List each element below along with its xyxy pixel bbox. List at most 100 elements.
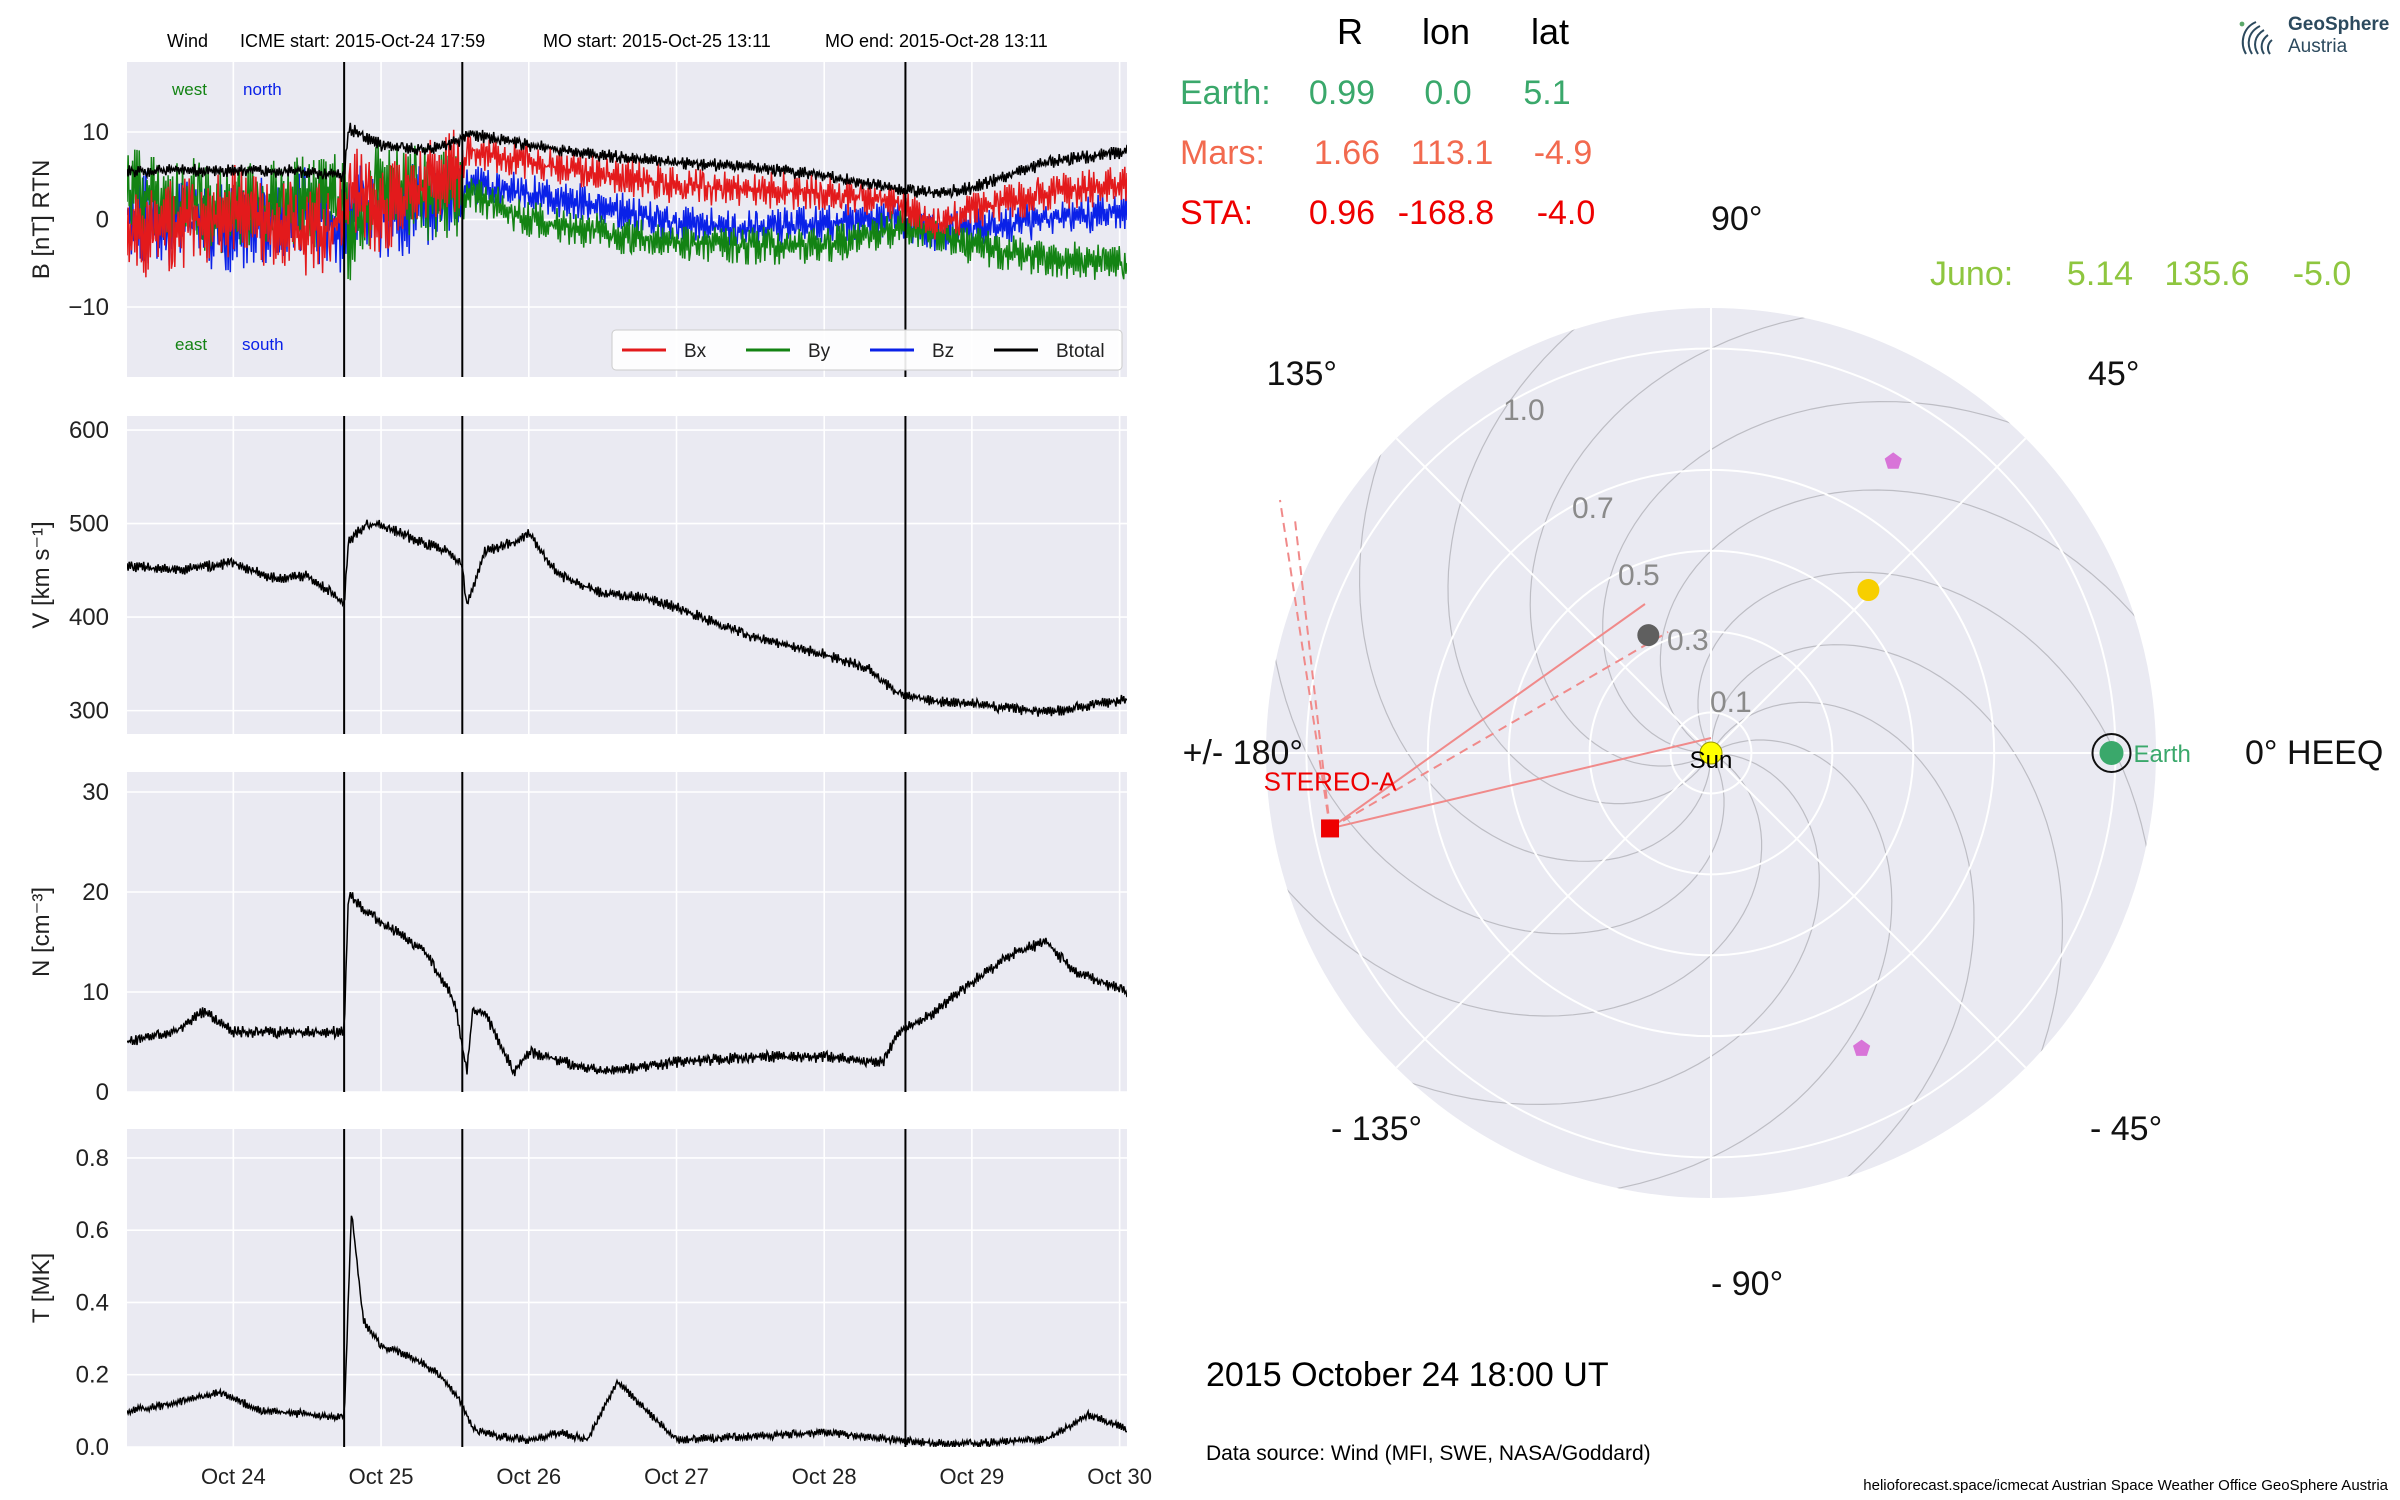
- parker-spiral-line: [1710, 644, 2064, 1104]
- geosphere-logo: [2236, 14, 2386, 62]
- y-axis-label: B [nT] RTN: [28, 160, 55, 280]
- y-tick-label: 10: [82, 119, 109, 146]
- row-lon: 113.1: [1411, 134, 1494, 172]
- logo-line-1: GeoSphere: [2288, 14, 2390, 35]
- y-tick-label: 10: [82, 979, 109, 1006]
- series-line-n: [127, 891, 1127, 1077]
- logo-line-2: Austria: [2288, 36, 2348, 57]
- legend-label: Btotal: [1056, 341, 1105, 362]
- planet-marker: [1637, 624, 1660, 647]
- temperature-panel: 0.0 0.2 0.4 0.6 0.8 T [MK] Oct 24 Oct 25 Oct 26 O…: [28, 1129, 1152, 1489]
- x-tick-label: Oct 24: [201, 1464, 266, 1489]
- parker-spiral-line: [1561, 739, 1893, 1197]
- parker-spiral-line: [1266, 752, 1763, 1017]
- angle-label: +/- 180°: [1183, 734, 1303, 772]
- row-name: Juno:: [1930, 255, 2013, 293]
- corner-label-east: east: [175, 335, 207, 354]
- row-lon: 135.6: [2164, 255, 2249, 293]
- row-lon: 0.0: [1424, 74, 1471, 112]
- y-tick-label: 20: [82, 879, 109, 906]
- series-line-bx: [127, 129, 1127, 278]
- stereo-a-marker: [1321, 819, 1340, 838]
- earth-label: Earth: [2134, 741, 2191, 768]
- icme-start-label: ICME start: 2015-Oct-24 17:59: [240, 31, 485, 51]
- plot-background: [127, 416, 1127, 734]
- row-r: 1.66: [1314, 134, 1380, 172]
- parker-spiral-line: [1358, 402, 1712, 862]
- spacecraft-pentagon-marker: [1853, 1039, 1871, 1056]
- sun-marker: [1699, 741, 1723, 765]
- legend-label: By: [808, 341, 831, 362]
- row-name: Mars:: [1180, 134, 1265, 172]
- y-tick-label: −10: [68, 294, 109, 321]
- y-tick-label: 0.0: [76, 1434, 109, 1461]
- row-name: STA:: [1180, 194, 1253, 232]
- row-r: 5.14: [2067, 255, 2133, 293]
- legend-label: Bz: [932, 341, 954, 362]
- row-r: 0.96: [1309, 194, 1375, 232]
- sta-fov-line: [1329, 631, 1669, 830]
- row-lat: 5.1: [1523, 74, 1570, 112]
- logo-text: GeoSphere Austria: [2288, 14, 2389, 58]
- angle-label: - 45°: [2090, 1110, 2162, 1148]
- table-header-r: R: [1337, 11, 1363, 52]
- data-source-label: Data source: Wind (MFI, SWE, NASA/Goddar…: [1206, 1442, 1651, 1465]
- parker-spiral-line: [1529, 309, 1861, 767]
- table-row-juno: Juno: 5.14 135.6 -5.0: [1930, 255, 2351, 293]
- radial-tick-label: 0.3: [1667, 624, 1709, 657]
- parker-spiral-line: [1659, 489, 2156, 754]
- y-tick-label: 0.6: [76, 1217, 109, 1244]
- y-tick-label: 300: [69, 698, 109, 725]
- angle-label: 0° HEEQ: [2245, 734, 2383, 772]
- stereo-a-label: STEREO-A: [1264, 766, 1398, 796]
- y-tick-label: 0: [96, 207, 109, 234]
- sta-fov-line: [1329, 603, 1646, 830]
- sta-fov-line: [1294, 519, 1332, 829]
- legend: Bx By Bz Btotal: [611, 329, 1123, 371]
- radial-tick-label: 0.1: [1710, 686, 1752, 719]
- corner-label-west: west: [171, 80, 207, 99]
- sta-fov-line: [1279, 499, 1332, 829]
- row-lat: -4.9: [1534, 134, 1593, 172]
- angle-label: 45°: [2088, 355, 2139, 393]
- angle-label: 90°: [1711, 200, 1762, 238]
- angular-grid-line: [1710, 752, 2027, 1069]
- parker-spiral-line: [1360, 752, 1820, 1106]
- x-tick-label: Oct 28: [792, 1464, 857, 1489]
- sta-fov-line: [1329, 737, 1712, 830]
- y-tick-label: 600: [69, 417, 109, 444]
- earth-marker: [2099, 741, 2124, 765]
- plot-background: [127, 772, 1127, 1092]
- row-lon: -168.8: [1398, 194, 1494, 232]
- legend-box: [611, 329, 1123, 371]
- table-row-earth: Earth: 0.99 0.0 5.1: [1180, 74, 1571, 112]
- radial-tick-label: 0.5: [1618, 559, 1660, 592]
- density-panel: 0 10 20 30 N [cm⁻³]: [28, 772, 1127, 1106]
- x-tick-label: Oct 30: [1087, 1464, 1152, 1489]
- y-tick-label: 0.2: [76, 1362, 109, 1389]
- y-tick-label: 0.4: [76, 1289, 109, 1316]
- corner-label-north: north: [243, 80, 282, 99]
- spacecraft-label: Wind: [167, 31, 208, 51]
- position-table: R lon lat Earth: 0.99 0.0 5.1 Mars: 1.66…: [1180, 11, 2351, 293]
- polar-plot: 0.10.30.5 0.7 1.0 0° HEEQ 45° 90° 135° +/- 180°…: [1183, 200, 2384, 1303]
- y-axis-label: V [km s⁻¹]: [28, 521, 55, 628]
- angle-label: - 90°: [1711, 1265, 1783, 1303]
- spacecraft-pentagon-marker: [1884, 452, 1902, 469]
- series-line-v: [127, 519, 1127, 717]
- y-tick-label: 500: [69, 511, 109, 538]
- x-tick-label: Oct 27: [644, 1464, 709, 1489]
- corner-label-south: south: [242, 335, 284, 354]
- y-tick-label: 400: [69, 604, 109, 631]
- row-name: Earth:: [1180, 74, 1271, 112]
- angular-grid-line: [1395, 437, 1712, 754]
- x-tick-label: Oct 25: [349, 1464, 414, 1489]
- earth-ring: [2091, 733, 2132, 773]
- parker-spiral-line: [1697, 571, 2155, 903]
- angle-label: - 135°: [1331, 1110, 1422, 1148]
- credits-label: helioforecast.space/icmecat Austrian Spa…: [1863, 1477, 2388, 1494]
- series-line-t: [127, 1215, 1127, 1447]
- geosphere-swirl-icon: [2239, 21, 2273, 55]
- mo-end-label: MO end: 2015-Oct-28 13:11: [825, 31, 1048, 51]
